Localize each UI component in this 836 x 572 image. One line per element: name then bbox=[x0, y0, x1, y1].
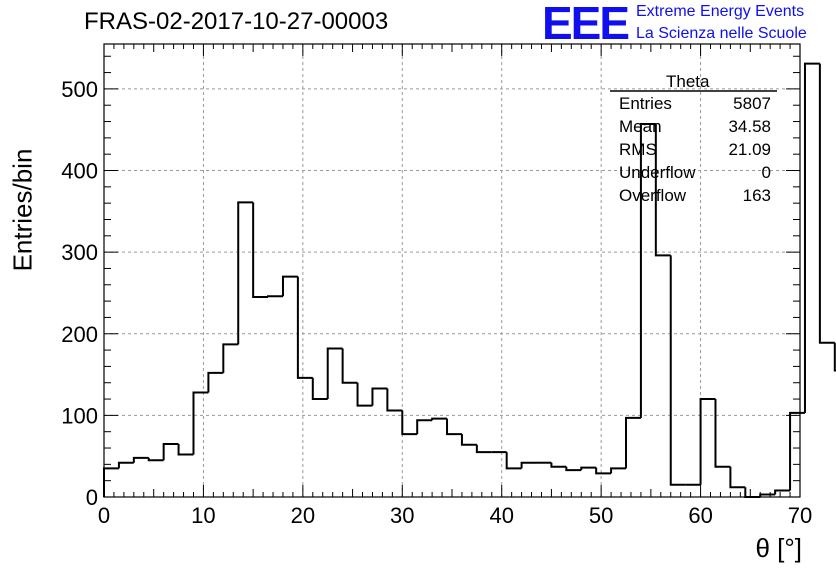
histogram-bin bbox=[505, 452, 522, 470]
x-tick-label: 10 bbox=[191, 503, 215, 528]
histogram-bin bbox=[639, 122, 656, 418]
y-axis-title: Entries/bin bbox=[7, 148, 38, 272]
stat-key: Entries bbox=[619, 94, 672, 113]
stat-key: Underflow bbox=[619, 163, 696, 182]
histogram-bin bbox=[460, 434, 477, 446]
run-title: FRAS-02-2017-10-27-00003 bbox=[84, 8, 389, 35]
y-tick-label: 100 bbox=[61, 403, 98, 428]
x-tick-label: 70 bbox=[788, 503, 812, 528]
histogram-bin bbox=[595, 467, 612, 475]
y-tick-label: 200 bbox=[61, 322, 98, 347]
histogram-bin bbox=[416, 419, 433, 435]
histogram-bin bbox=[789, 411, 805, 491]
histogram-bin bbox=[207, 371, 224, 393]
histogram-bin bbox=[818, 63, 835, 344]
histogram-bin bbox=[401, 410, 418, 436]
histogram-bin bbox=[610, 467, 626, 474]
histogram-bin bbox=[431, 417, 448, 421]
histogram-bars bbox=[103, 62, 836, 498]
stat-key: Mean bbox=[619, 117, 662, 136]
histogram-bin bbox=[296, 276, 313, 379]
stat-row-mean: Mean 34.58 bbox=[619, 117, 771, 139]
histogram-bin bbox=[714, 399, 731, 468]
histogram-bin bbox=[192, 391, 209, 455]
x-tick-label: 0 bbox=[98, 503, 110, 528]
histogram-bin bbox=[311, 377, 328, 401]
histogram-bin bbox=[580, 466, 597, 471]
histogram-bin bbox=[699, 398, 716, 485]
x-tick-label: 40 bbox=[489, 503, 513, 528]
y-tick-label: 400 bbox=[61, 159, 98, 184]
histogram-bin bbox=[237, 201, 254, 345]
axes bbox=[103, 43, 801, 498]
histogram-bin bbox=[729, 466, 746, 489]
histogram-bin bbox=[550, 462, 567, 468]
histogram-bin bbox=[475, 444, 492, 454]
histogram-bin bbox=[669, 255, 686, 486]
histogram-bin bbox=[386, 388, 403, 412]
logo-line-1: Extreme Energy Events bbox=[636, 3, 805, 20]
stat-value: 0 bbox=[761, 163, 771, 182]
histogram-bin bbox=[132, 456, 149, 463]
histogram-bin bbox=[326, 347, 343, 400]
histogram-bin bbox=[356, 382, 373, 407]
y-tick-label: 500 bbox=[61, 77, 98, 102]
stat-value: 21.09 bbox=[728, 140, 771, 159]
stat-value: 34.58 bbox=[728, 117, 771, 136]
eee-logo: EEE bbox=[542, 0, 630, 49]
histogram-bin bbox=[520, 461, 537, 469]
stat-row-underflow: Underflow 0 bbox=[619, 163, 771, 185]
stat-key: Overflow bbox=[619, 186, 687, 205]
stat-row-rms: RMS 21.09 bbox=[619, 140, 771, 162]
y-tick-label: 0 bbox=[86, 485, 98, 510]
histogram-bin bbox=[833, 342, 836, 372]
histogram-bin bbox=[177, 443, 194, 456]
stat-row-entries: Entries 5807 bbox=[619, 94, 771, 116]
histogram-bin bbox=[774, 489, 791, 495]
histogram-bin bbox=[565, 466, 582, 472]
x-tick-label: 50 bbox=[589, 503, 613, 528]
stat-row-overflow: Overflow 163 bbox=[619, 186, 771, 208]
stat-value: 5807 bbox=[733, 94, 771, 113]
histogram-bin bbox=[803, 62, 820, 413]
stats-title: Theta bbox=[666, 72, 710, 91]
histogram-bin bbox=[654, 123, 671, 257]
tick-labels: 0 10 20 30 40 50 60 70 0 100 200 300 400 500 bbox=[61, 77, 812, 528]
histogram-bin bbox=[267, 295, 283, 298]
grid-lines bbox=[104, 44, 800, 497]
histogram-bin bbox=[162, 442, 179, 461]
histogram-bin bbox=[446, 418, 462, 436]
histogram-bin bbox=[341, 348, 358, 384]
histogram-bin bbox=[222, 343, 239, 373]
x-axis-title: θ [°] bbox=[755, 533, 802, 563]
x-tick-label: 60 bbox=[688, 503, 712, 528]
stat-key: RMS bbox=[619, 140, 657, 159]
histogram-bin bbox=[625, 416, 641, 469]
histogram-bin bbox=[117, 461, 134, 469]
histogram-bin bbox=[281, 275, 298, 297]
y-tick-label: 300 bbox=[61, 240, 98, 265]
histogram-bin bbox=[371, 387, 388, 406]
y-axis-title-box: Entries/bin bbox=[8, 110, 38, 310]
histogram-bin bbox=[744, 487, 761, 498]
histogram-bin bbox=[147, 457, 164, 462]
x-tick-label: 20 bbox=[291, 503, 315, 528]
x-tick-label: 30 bbox=[390, 503, 414, 528]
histogram-bin bbox=[103, 467, 119, 497]
logo-line-2: La Scienza nelle Scuole bbox=[636, 25, 807, 42]
stat-value: 163 bbox=[742, 186, 771, 205]
histogram-bin bbox=[252, 202, 269, 299]
